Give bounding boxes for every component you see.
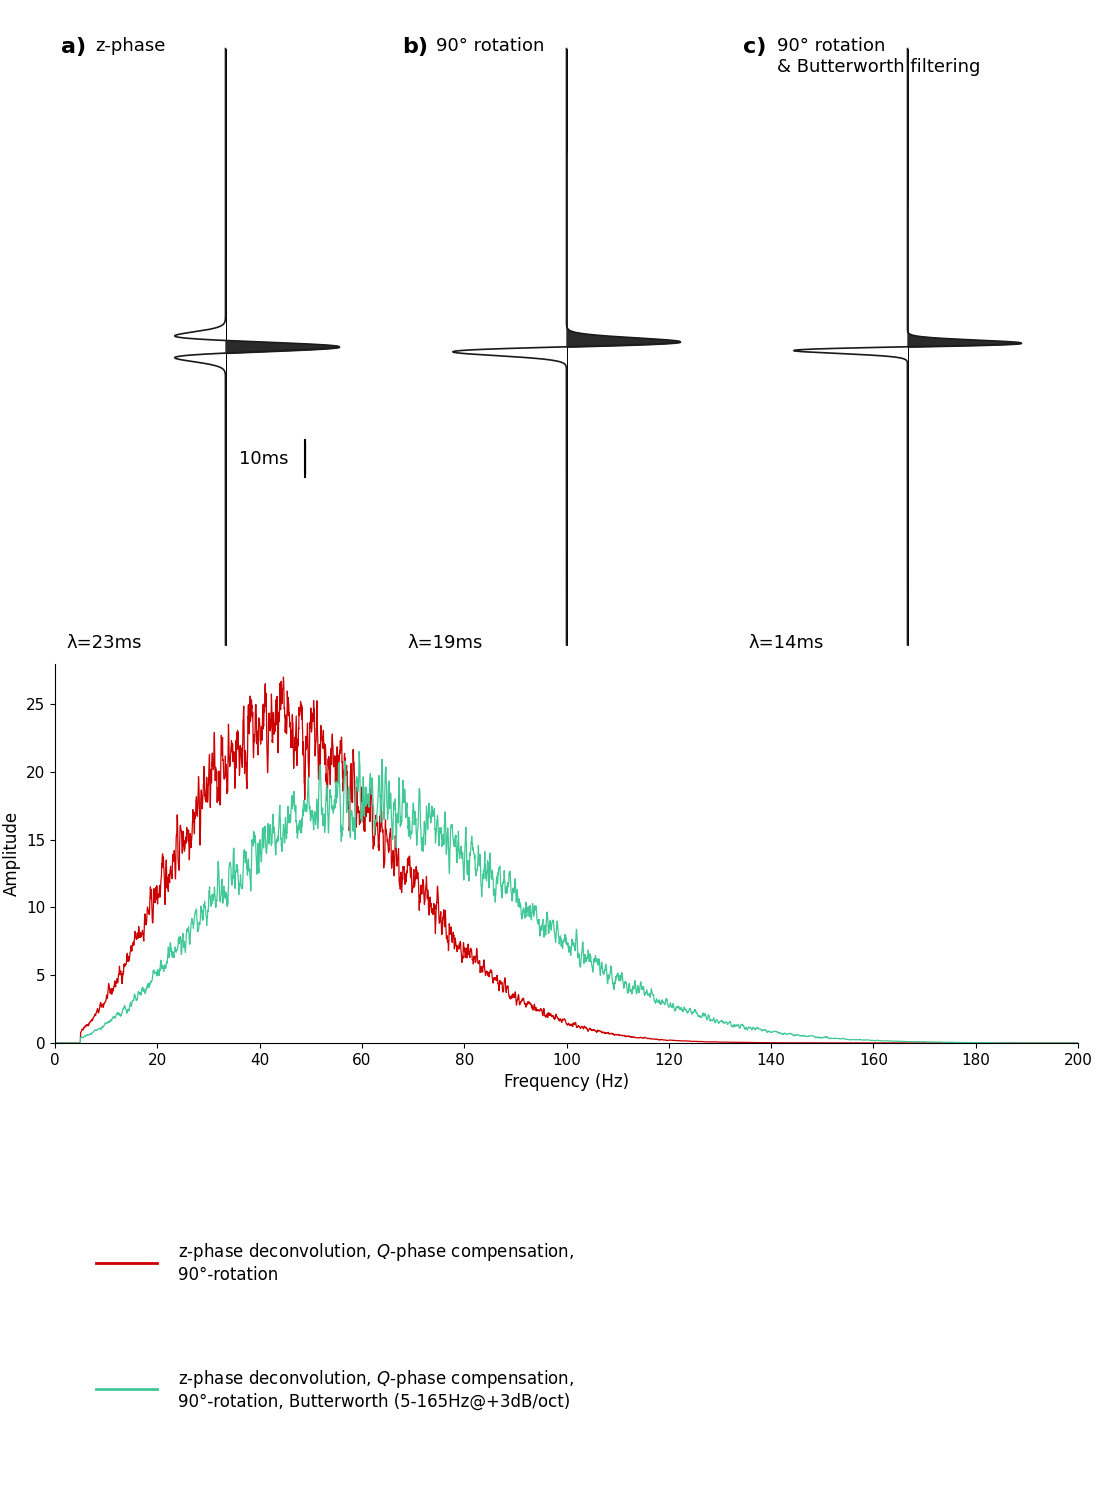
- Text: c): c): [742, 38, 766, 57]
- Y-axis label: Amplitude: Amplitude: [2, 810, 21, 895]
- X-axis label: Frequency (Hz): Frequency (Hz): [504, 1072, 629, 1090]
- Text: z-phase: z-phase: [95, 38, 165, 56]
- Text: λ=14ms: λ=14ms: [748, 634, 824, 652]
- Text: λ=19ms: λ=19ms: [407, 634, 483, 652]
- Text: z-phase deconvolution, $Q$-phase compensation,
90°-rotation, Butterworth (5-165H: z-phase deconvolution, $Q$-phase compens…: [178, 1368, 574, 1411]
- Text: λ=23ms: λ=23ms: [66, 634, 142, 652]
- Text: 90° rotation: 90° rotation: [436, 38, 544, 56]
- Text: a): a): [60, 38, 86, 57]
- Text: 10ms: 10ms: [239, 450, 288, 468]
- Text: b): b): [402, 38, 428, 57]
- Text: 90° rotation
& Butterworth filtering: 90° rotation & Butterworth filtering: [777, 38, 980, 76]
- Text: z-phase deconvolution, $Q$-phase compensation,
90°-rotation: z-phase deconvolution, $Q$-phase compens…: [178, 1240, 574, 1284]
